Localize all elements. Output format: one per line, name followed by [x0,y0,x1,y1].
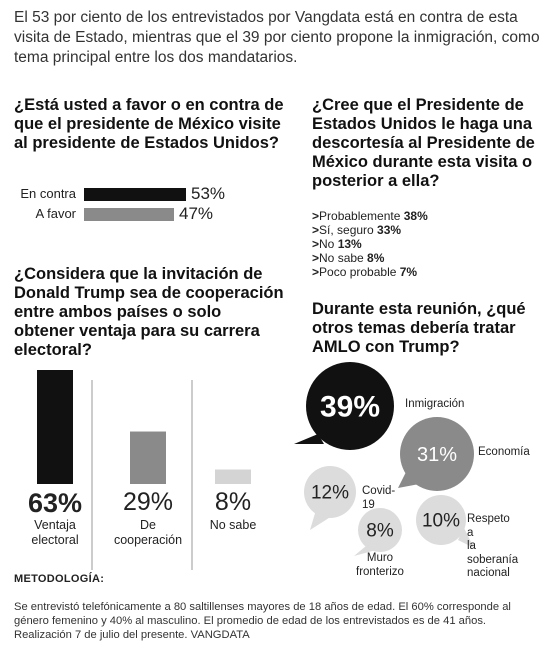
bar [37,370,73,484]
bubble [416,495,466,545]
bar [84,208,174,221]
bubble-category-label: Respeto a la soberanía nacional [467,513,519,579]
bar-category-label: De cooperación [113,518,183,547]
list-item-label: Sí, seguro [319,223,378,237]
invitation-chart [37,370,251,570]
bubble-value-label: 10% [422,511,460,532]
list-item-label: Probablemente [319,209,404,223]
list-item-marker: > [312,209,320,223]
bar-category-label: A favor [35,206,76,221]
bubble-value-label: 39% [320,391,380,424]
bubble [358,508,402,552]
bubble [304,466,356,518]
bubble-category-label: Inmigración [405,398,465,410]
discourtesy-list: >Probablemente 38% >Sí, seguro 33% >No 13%… [312,209,428,279]
bubble-tail [310,510,332,530]
list-item-value: 8% [367,251,385,265]
list-item-marker: > [312,265,320,279]
question-invitation: ¿Considera que la invitación de Donald T… [14,265,284,359]
list-item-marker: > [312,251,320,265]
bar-value-label: 53% [191,184,226,203]
bar-value-label: 8% [214,488,252,516]
bubble-category-label: Economía [478,446,530,458]
list-item-marker: > [312,223,320,237]
bar-value-label: 47% [179,204,214,223]
question-visit: ¿Está usted a favor o en contra de que e… [14,96,284,152]
bar [215,469,251,484]
bar-value-label: 29% [122,488,174,516]
bubble-tail [354,546,376,556]
bar-category-label: En contra [20,186,76,201]
list-item-marker: > [312,237,320,251]
bubble [400,417,474,491]
bubble [306,362,394,450]
bubble-category-label: Muro fronterizo [356,552,404,578]
bubble-tail [294,434,324,444]
bar-value-label: 63% [27,488,83,518]
list-item: >Poco probable 7% [312,265,428,279]
list-item-label: Poco probable [319,265,400,279]
list-item-value: 7% [399,265,418,279]
bubble-value-label: 12% [311,483,349,504]
list-item: >Sí, seguro 33% [312,223,428,237]
topics-bubble-chart: 39% 31% 12% 8% 10% [294,362,474,556]
list-item-value: 33% [377,223,402,237]
list-item-value: 38% [403,209,428,223]
bubble-value-label: 31% [417,444,457,466]
bubble-tail [458,528,474,548]
bar-category-label: No sabe [209,518,257,532]
list-item: >No sabe 8% [312,251,428,265]
methodology-text: Se entrevistó telefónicamente a 80 salti… [14,601,511,641]
bar-category-label: Ventaja electoral [31,518,79,547]
bubble-value-label: 8% [366,521,394,542]
question-topics: Durante esta reunión, ¿qué otros temas d… [312,300,526,356]
list-item-label: No sabe [319,251,368,265]
bar [84,188,186,201]
list-item: >No 13% [312,237,428,251]
list-item-value: 13% [337,237,362,251]
bar [130,431,166,484]
list-item: >Probablemente 38% [312,209,428,223]
methodology-title: METODOLOGÍA: [14,573,105,585]
intro-text: El 53 por ciento de los entrevistados po… [14,9,540,66]
list-item-label: No [319,237,338,251]
bubble-category-label: Covid-19 [362,485,396,511]
bubble-tail [398,468,430,488]
question-discourtesy: ¿Cree que el Presidente de Estados Unido… [312,96,535,190]
